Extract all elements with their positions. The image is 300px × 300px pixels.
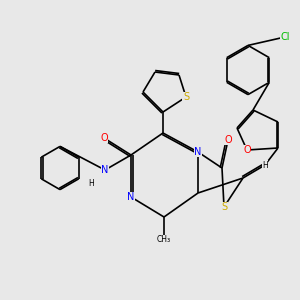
Text: N: N — [127, 192, 135, 202]
Text: N: N — [101, 165, 109, 175]
Text: N: N — [194, 147, 202, 157]
Text: H: H — [262, 160, 268, 169]
Text: O: O — [243, 145, 251, 155]
Text: S: S — [183, 92, 189, 102]
Text: O: O — [224, 135, 232, 145]
Text: CH₃: CH₃ — [157, 236, 171, 244]
Text: S: S — [221, 202, 227, 212]
Text: H: H — [88, 178, 94, 188]
Text: O: O — [100, 133, 108, 143]
Text: Cl: Cl — [280, 32, 290, 42]
